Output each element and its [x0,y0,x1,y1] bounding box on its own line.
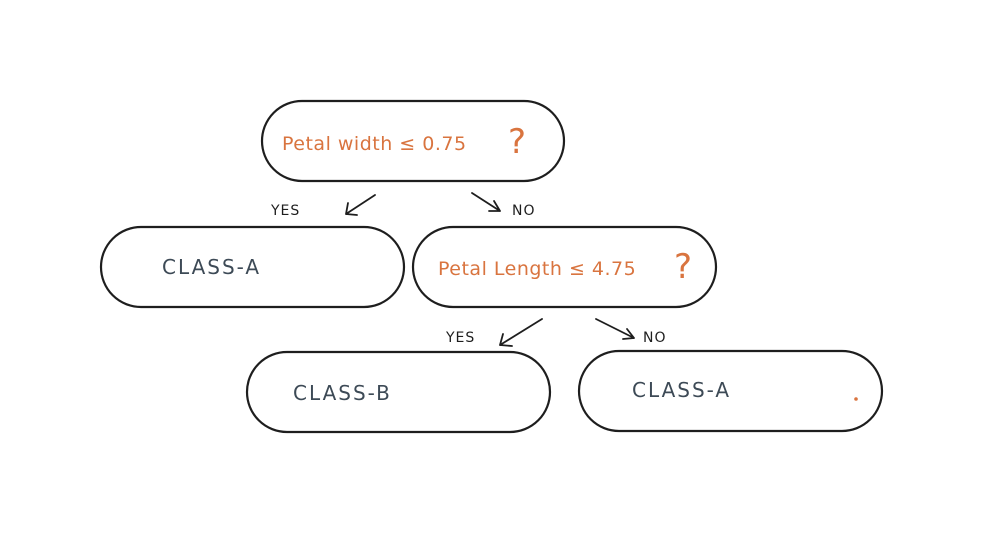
root-no-label: NO [512,203,536,219]
leaf-bottom-left-shape [245,350,552,434]
leaf-bottom-right-node: CLASS-A [577,349,884,433]
leaf-bottom-left-label: CLASS-B [293,381,392,405]
split-question-mark: ? [674,247,692,287]
leaf-left-node: CLASS-A [99,225,406,309]
split-question: Petal Length ≤ 4.75 [438,258,636,280]
split-yes-edge: YES [445,318,543,347]
root-node: Petal width ≤ 0.75 ? [260,99,566,183]
leaf-left-label: CLASS-A [162,255,261,279]
split-node-shape [411,225,718,309]
root-yes-arrow [345,194,376,216]
root-node-shape [260,99,566,183]
leaf-bottom-right-label: CLASS-A [632,378,731,402]
split-no-label: NO [643,330,667,346]
leaf-bottom-right-shape [577,349,884,433]
root-question-mark: ? [508,122,526,162]
split-yes-label: YES [445,330,475,346]
root-question: Petal width ≤ 0.75 [282,133,467,155]
split-node: Petal Length ≤ 4.75 ? [411,225,718,309]
split-no-edge: NO [595,318,667,346]
root-yes-edge: YES [270,194,376,219]
root-no-edge: NO [471,192,536,219]
root-no-arrow [471,192,501,212]
leaf-left-shape [99,225,406,309]
split-yes-arrow [499,318,543,347]
stray-dot-mark [854,397,858,401]
split-no-arrow [595,318,635,340]
leaf-bottom-left-node: CLASS-B [245,350,552,434]
root-yes-label: YES [270,203,300,219]
